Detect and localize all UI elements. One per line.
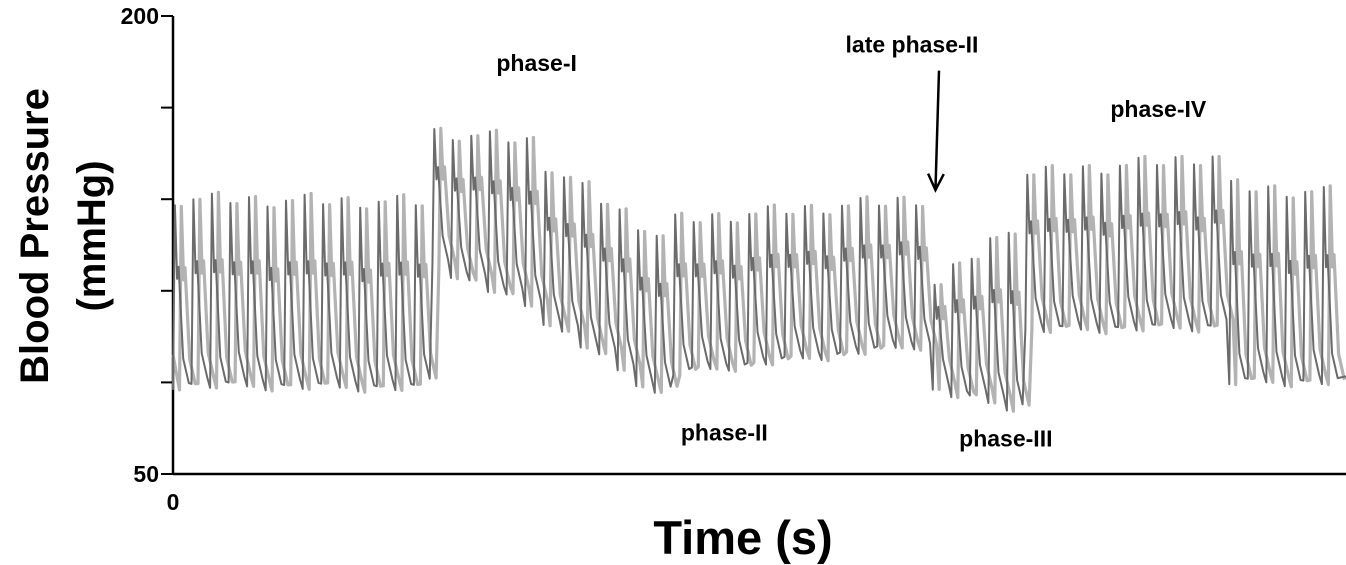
annotation-phase-i: phase-I bbox=[496, 50, 577, 76]
annotation-phase-ii: phase-II bbox=[681, 419, 768, 445]
series-layer bbox=[171, 126, 1346, 413]
annotations: phase-I phase-II late phase-II phase-III pha… bbox=[496, 32, 1207, 452]
x-tick-label-0: 0 bbox=[167, 489, 180, 515]
pressure-trace-dark bbox=[172, 128, 1346, 412]
annotation-late-phase-ii: late phase-II bbox=[846, 32, 979, 58]
pressure-trace-light bbox=[171, 126, 1346, 413]
annotation-arrow-shaft bbox=[934, 70, 941, 191]
x-axis-label: Time (s) bbox=[653, 511, 832, 564]
y-ticks: 50 200 bbox=[121, 3, 173, 487]
axes bbox=[171, 16, 1346, 476]
annotation-phase-iii: phase-III bbox=[959, 426, 1052, 452]
y-axis-label-line1: Blood Pressure bbox=[13, 88, 57, 384]
y-axis-label-line2: (mmHg) bbox=[70, 160, 114, 311]
annotation-phase-iv: phase-IV bbox=[1110, 96, 1207, 122]
y-tick-label: 200 bbox=[121, 3, 159, 29]
annotation-arrow-head bbox=[926, 173, 945, 193]
y-tick-label: 50 bbox=[133, 461, 159, 487]
